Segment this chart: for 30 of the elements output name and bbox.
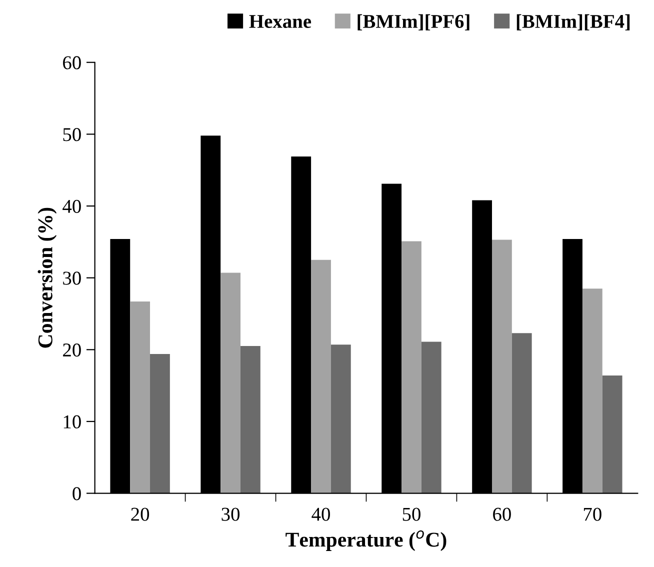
- bar: [130, 302, 150, 494]
- y-tick-label: 10: [64, 415, 81, 428]
- x-tick-label: 50: [402, 508, 420, 521]
- legend-label: [BMIm][PF6]: [358, 14, 470, 30]
- y-axis-title: Conversion (%): [38, 208, 57, 348]
- bar: [512, 333, 532, 494]
- x-tick-label: 60: [493, 508, 511, 521]
- y-tick-label: 60: [63, 56, 81, 70]
- x-axis-title: Temperature ($^{o}$C): [286, 530, 446, 551]
- bar: [421, 342, 442, 494]
- bar: [492, 240, 512, 494]
- bar: [240, 346, 260, 494]
- bar: [330, 344, 351, 494]
- y-tick-label: 50: [63, 128, 81, 142]
- x-tick-label: 30: [222, 508, 240, 521]
- bar: [402, 241, 422, 494]
- y-tick-label: 40: [62, 200, 81, 213]
- x-tick-label: 20: [131, 508, 150, 521]
- x-tick-label: 40: [312, 508, 330, 521]
- y-tick-label: 20: [63, 343, 81, 357]
- bar: [602, 376, 622, 494]
- bar: [582, 288, 602, 494]
- x-tick-label: 70: [584, 508, 602, 521]
- legend-label: [BMIm][BF4]: [516, 14, 630, 30]
- legend-label: Hexane: [249, 15, 312, 28]
- y-tick-label: 0: [72, 487, 81, 500]
- bar: [150, 354, 170, 494]
- bar: [220, 272, 240, 494]
- y-tick-label: 30: [63, 272, 81, 285]
- bar: [311, 260, 331, 494]
